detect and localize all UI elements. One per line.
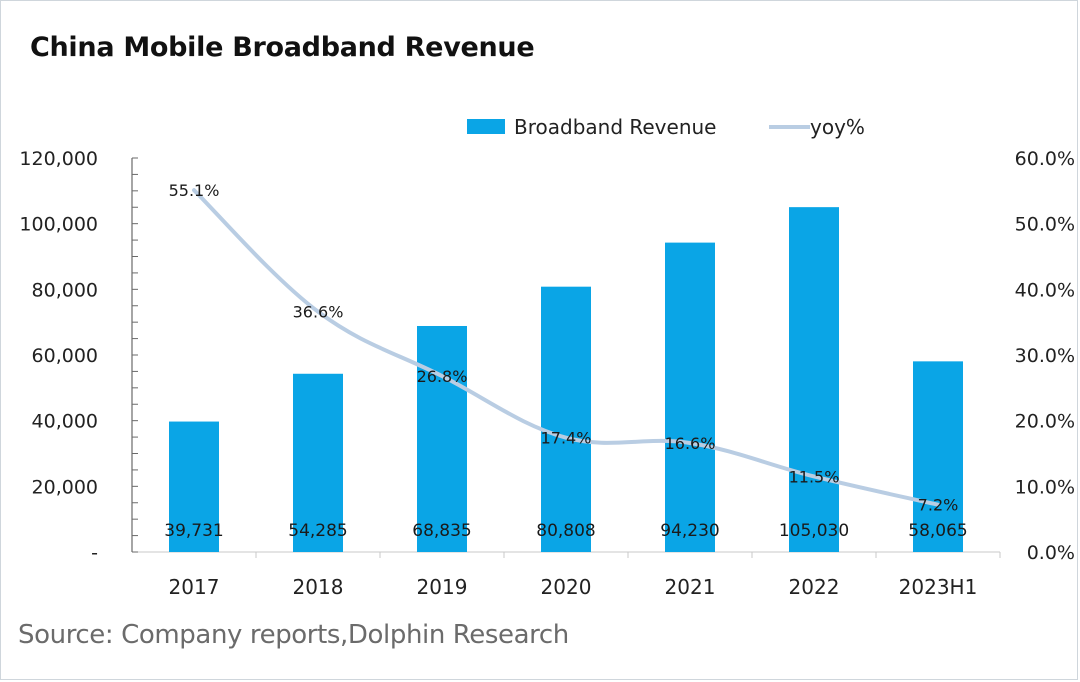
chart-title: China Mobile Broadband Revenue bbox=[30, 32, 535, 63]
y-tick-label-right: 50.0% bbox=[1015, 214, 1075, 236]
bar bbox=[665, 242, 715, 552]
bar bbox=[417, 325, 467, 552]
y-tick-label-right: 0.0% bbox=[1027, 542, 1075, 564]
y-tick-label-right: 60.0% bbox=[1015, 148, 1075, 170]
x-tick-label: 2018 bbox=[293, 575, 344, 599]
yoy-value-label: 55.1% bbox=[169, 181, 220, 200]
x-tick-label: 2021 bbox=[665, 575, 716, 599]
x-tick-label: 2017 bbox=[169, 575, 220, 599]
y-tick-label-right: 30.0% bbox=[1015, 345, 1075, 367]
bar-value-label: 94,230 bbox=[660, 521, 719, 541]
bars bbox=[169, 207, 963, 553]
y-tick-label-right: 20.0% bbox=[1015, 411, 1075, 433]
legend: Broadband Revenue yoy% bbox=[467, 115, 865, 139]
yoy-value-label: 16.6% bbox=[665, 434, 716, 453]
y-tick-label-left: 20,000 bbox=[32, 476, 98, 498]
y-tick-label-right: 40.0% bbox=[1015, 279, 1075, 301]
bar bbox=[913, 361, 963, 552]
bar-value-label: 54,285 bbox=[288, 521, 347, 541]
y-tick-label-left: 80,000 bbox=[32, 279, 98, 301]
bar bbox=[541, 286, 591, 552]
bar bbox=[169, 421, 219, 552]
yoy-line bbox=[192, 188, 940, 507]
yoy-line-group bbox=[192, 188, 940, 507]
legend-swatch-bar bbox=[467, 119, 505, 134]
x-tick-label: 2020 bbox=[541, 575, 592, 599]
data-labels: 39,731 54,285 68,835 80,808 94,230 105,030 58,… bbox=[164, 181, 967, 541]
y-tick-label-left: 100,000 bbox=[19, 214, 98, 236]
bar-value-label: 58,065 bbox=[908, 521, 967, 541]
bar bbox=[293, 373, 343, 552]
y-tick-label-left: 40,000 bbox=[32, 411, 98, 433]
yoy-value-label: 17.4% bbox=[541, 429, 592, 448]
axes: - 20,000 40,000 60,000 80,000 100,000 120,000 0… bbox=[19, 148, 1075, 599]
y-tick-label-left: 120,000 bbox=[19, 148, 98, 170]
yoy-value-label: 7.2% bbox=[918, 496, 959, 515]
x-tick-label: 2022 bbox=[789, 575, 840, 599]
bar bbox=[789, 207, 839, 553]
bar-value-label: 105,030 bbox=[779, 521, 849, 541]
x-tick-label: 2019 bbox=[417, 575, 468, 599]
legend-label-revenue: Broadband Revenue bbox=[514, 115, 716, 139]
source-note: Source: Company reports,Dolphin Research bbox=[18, 620, 569, 650]
y-tick-label-left: - bbox=[91, 542, 98, 564]
legend-label-yoy: yoy% bbox=[810, 115, 865, 139]
x-tick-label: 2023H1 bbox=[899, 575, 978, 599]
bar-value-label: 68,835 bbox=[412, 521, 471, 541]
bar-value-label: 39,731 bbox=[164, 521, 223, 541]
yoy-value-label: 11.5% bbox=[789, 467, 840, 486]
y-tick-label-right: 10.0% bbox=[1015, 476, 1075, 498]
yoy-value-label: 36.6% bbox=[293, 303, 344, 322]
y-tick-label-left: 60,000 bbox=[32, 345, 98, 367]
bar-value-label: 80,808 bbox=[536, 521, 595, 541]
yoy-value-label: 26.8% bbox=[417, 367, 468, 386]
